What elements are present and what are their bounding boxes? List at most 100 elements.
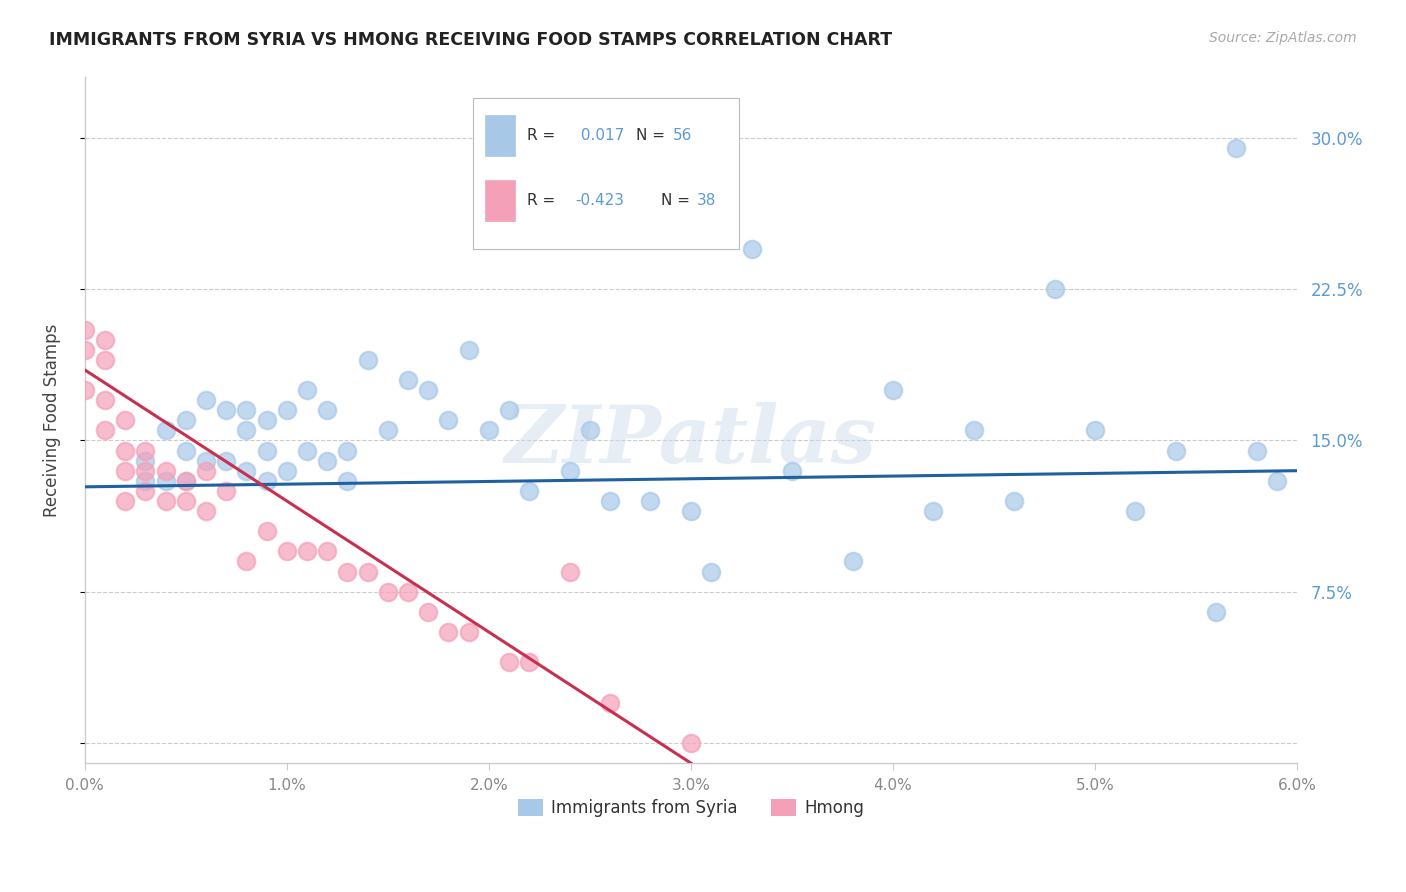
Point	[256, 524, 278, 539]
Point	[155, 464, 177, 478]
Text: N =: N =	[661, 194, 689, 209]
FancyBboxPatch shape	[485, 115, 515, 156]
Point	[396, 373, 419, 387]
Point	[336, 565, 359, 579]
Point	[235, 403, 257, 417]
Point	[295, 544, 318, 558]
Point	[94, 423, 117, 437]
Point	[1043, 282, 1066, 296]
Point	[94, 393, 117, 408]
Point	[1125, 504, 1147, 518]
Point	[437, 413, 460, 427]
Point	[73, 322, 96, 336]
Point	[316, 403, 339, 417]
Point	[377, 584, 399, 599]
Point	[174, 474, 197, 488]
Point	[640, 494, 662, 508]
Point	[336, 443, 359, 458]
Point	[498, 655, 520, 669]
Text: 0.017: 0.017	[575, 128, 624, 144]
Point	[1205, 605, 1227, 619]
Point	[276, 403, 298, 417]
Point	[1002, 494, 1025, 508]
Text: N =: N =	[637, 128, 665, 144]
Point	[174, 474, 197, 488]
Point	[276, 464, 298, 478]
Point	[538, 191, 561, 205]
Point	[356, 352, 378, 367]
Point	[418, 605, 440, 619]
Point	[235, 554, 257, 568]
Text: -0.423: -0.423	[575, 194, 624, 209]
Text: Source: ZipAtlas.com: Source: ZipAtlas.com	[1209, 31, 1357, 45]
Point	[558, 464, 581, 478]
Point	[963, 423, 986, 437]
Point	[215, 403, 238, 417]
Point	[155, 494, 177, 508]
Point	[174, 443, 197, 458]
Point	[1265, 474, 1288, 488]
Point	[1225, 141, 1247, 155]
Point	[194, 393, 217, 408]
Point	[780, 464, 803, 478]
Point	[558, 565, 581, 579]
Point	[882, 383, 904, 397]
Point	[316, 544, 339, 558]
Point	[599, 494, 621, 508]
Point	[336, 474, 359, 488]
Point	[295, 443, 318, 458]
Point	[134, 474, 156, 488]
Point	[114, 494, 136, 508]
Point	[215, 483, 238, 498]
Point	[457, 625, 479, 640]
Point	[1084, 423, 1107, 437]
Point	[235, 423, 257, 437]
Point	[316, 453, 339, 467]
Point	[114, 413, 136, 427]
Point	[679, 504, 702, 518]
Point	[194, 453, 217, 467]
Point	[134, 464, 156, 478]
FancyBboxPatch shape	[472, 98, 740, 249]
Point	[134, 443, 156, 458]
Point	[155, 474, 177, 488]
Point	[841, 554, 863, 568]
Point	[174, 494, 197, 508]
Point	[155, 423, 177, 437]
Point	[256, 413, 278, 427]
Text: IMMIGRANTS FROM SYRIA VS HMONG RECEIVING FOOD STAMPS CORRELATION CHART: IMMIGRANTS FROM SYRIA VS HMONG RECEIVING…	[49, 31, 893, 49]
Point	[498, 403, 520, 417]
Point	[235, 464, 257, 478]
Point	[517, 483, 540, 498]
Point	[700, 565, 723, 579]
Point	[679, 736, 702, 750]
Point	[1246, 443, 1268, 458]
Point	[134, 453, 156, 467]
Point	[478, 423, 501, 437]
Point	[94, 352, 117, 367]
Text: ZIPatlas: ZIPatlas	[505, 402, 877, 480]
Point	[256, 474, 278, 488]
Point	[73, 383, 96, 397]
FancyBboxPatch shape	[485, 180, 515, 221]
Point	[437, 625, 460, 640]
Point	[256, 443, 278, 458]
Point	[194, 504, 217, 518]
Point	[1164, 443, 1187, 458]
Point	[517, 655, 540, 669]
Point	[377, 423, 399, 437]
Point	[295, 383, 318, 397]
Point	[114, 464, 136, 478]
Point	[741, 242, 763, 256]
Text: 56: 56	[672, 128, 692, 144]
Point	[73, 343, 96, 357]
Point	[599, 696, 621, 710]
Text: R =: R =	[527, 194, 555, 209]
Text: R =: R =	[527, 128, 555, 144]
Point	[396, 584, 419, 599]
Legend: Immigrants from Syria, Hmong: Immigrants from Syria, Hmong	[510, 792, 870, 823]
Point	[134, 483, 156, 498]
Point	[457, 343, 479, 357]
Point	[922, 504, 945, 518]
Point	[418, 383, 440, 397]
